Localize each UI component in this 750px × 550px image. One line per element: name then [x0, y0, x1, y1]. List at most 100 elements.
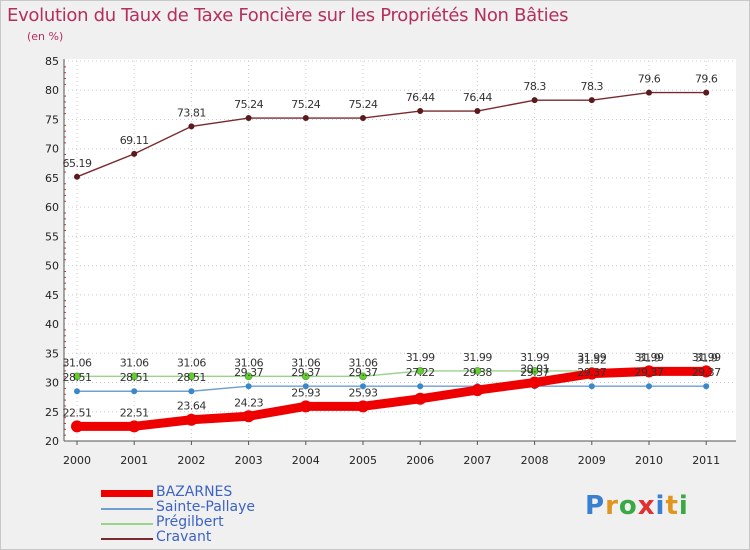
data-label: 27.22: [406, 366, 435, 379]
data-point: [244, 372, 253, 381]
data-point: [302, 383, 309, 390]
legend-swatch: [101, 538, 153, 540]
series-line-bazarnes: [72, 366, 711, 431]
data-label: 75.24: [291, 98, 320, 111]
data-label: 29.37: [692, 366, 721, 379]
y-tick-label: 45: [45, 289, 59, 302]
data-point: [188, 123, 195, 130]
data-point: [71, 420, 83, 433]
logo-letter: i: [678, 491, 689, 521]
data-point: [131, 150, 138, 157]
data-point: [128, 420, 141, 433]
data-label: 30.01: [520, 362, 549, 375]
data-point: [301, 372, 310, 381]
data-label: 31.99: [463, 351, 492, 364]
data-label: 29.38: [463, 366, 492, 379]
y-tick-label: 60: [45, 201, 59, 214]
x-tick-label: 2002: [177, 454, 205, 467]
grid: [64, 59, 736, 442]
data-label: 73.81: [177, 106, 206, 119]
data-point: [643, 365, 655, 378]
data-point: [299, 400, 312, 413]
y-tick-label: 30: [45, 377, 59, 390]
y-tick-label: 40: [45, 318, 59, 331]
data-point: [73, 372, 81, 381]
x-tick-label: 2010: [635, 454, 663, 467]
data-label: 31.06: [120, 356, 149, 369]
data-point: [242, 410, 255, 423]
x-tick-label: 2003: [235, 454, 263, 467]
series-layer: [71, 89, 713, 433]
data-label: 69.11: [120, 134, 149, 147]
data-label: 22.51: [63, 406, 92, 419]
data-point: [531, 97, 538, 104]
data-label: 31.06: [63, 356, 92, 369]
chart-title: Evolution du Taux de Taxe Foncière sur l…: [7, 5, 569, 26]
data-label: 28.51: [63, 371, 92, 384]
data-point: [360, 383, 366, 390]
data-label: 24.23: [234, 396, 263, 409]
data-point: [471, 384, 484, 397]
y-axis-unit: (en %): [27, 30, 64, 43]
x-tick-label: 2009: [578, 454, 606, 467]
x-tick-label: 2004: [292, 454, 320, 467]
data-labels: 65.19 69.11 73.81 75.24 75.24 75.24 76.44 76.44…: [63, 73, 722, 420]
line-chart: 20 25 30 35 40 45 50 55 60 65 70 75 80 85 2000 2001 2002…: [45, 55, 736, 467]
series-line-sainte-pallaye: [76, 385, 707, 392]
data-label: 28.51: [177, 371, 206, 384]
data-point: [528, 376, 541, 389]
data-label: 22.51: [120, 406, 149, 419]
data-label: 31.06: [234, 356, 263, 369]
series-line-cravant: [76, 91, 707, 178]
data-point: [245, 115, 252, 122]
data-label: 75.24: [234, 98, 263, 111]
data-point: [473, 367, 482, 375]
data-label: 31.52: [577, 354, 606, 367]
data-label: 31.99: [577, 351, 606, 364]
data-point: [417, 383, 424, 390]
data-label: 31.99: [635, 351, 664, 364]
y-tick-label: 85: [45, 55, 59, 68]
data-label: 65.19: [63, 157, 92, 170]
data-point: [588, 383, 595, 390]
data-label: 31.99: [406, 351, 435, 364]
plot-area: [64, 59, 736, 441]
legend-label: Sainte-Pallaye: [156, 499, 256, 515]
logo-letter: i: [655, 491, 666, 521]
data-point: [417, 108, 424, 115]
data-point: [357, 400, 369, 413]
proxiti-logo: Proxiti: [585, 491, 689, 521]
data-label: 25.93: [349, 386, 378, 399]
data-label: 31.99: [520, 351, 549, 364]
data-label: 29.37: [234, 366, 263, 379]
data-point: [700, 365, 713, 378]
data-label: 29.37: [520, 366, 549, 379]
y-tick-label: 80: [45, 84, 59, 97]
data-point: [131, 388, 138, 395]
data-point: [188, 388, 195, 395]
legend-label: BAZARNES: [156, 484, 233, 500]
data-point: [646, 383, 652, 390]
data-label: 31.06: [291, 356, 320, 369]
data-label: 31.9: [695, 351, 718, 364]
axes: 20 25 30 35 40 45 50 55 60 65 70 75 80 85 2000 2001 2002…: [45, 55, 736, 467]
data-point: [187, 372, 196, 381]
data-point: [588, 97, 595, 104]
x-tick-label: 2006: [406, 454, 434, 467]
data-label: 31.06: [349, 356, 378, 369]
x-tick-label: 2001: [120, 454, 148, 467]
data-point: [245, 383, 252, 390]
data-label: 31.06: [177, 356, 206, 369]
data-point: [130, 372, 138, 381]
data-label: 31.99: [692, 351, 721, 364]
y-tick-label: 70: [45, 143, 59, 156]
data-point: [360, 115, 366, 122]
legend-swatch: [101, 523, 153, 525]
y-tick-label: 50: [45, 260, 59, 273]
y-tick-label: 55: [45, 230, 59, 243]
y-tick-label: 20: [45, 435, 59, 448]
data-label: 29.37: [577, 366, 606, 379]
data-label: 31.9: [638, 351, 661, 364]
data-label: 78.3: [523, 80, 546, 93]
